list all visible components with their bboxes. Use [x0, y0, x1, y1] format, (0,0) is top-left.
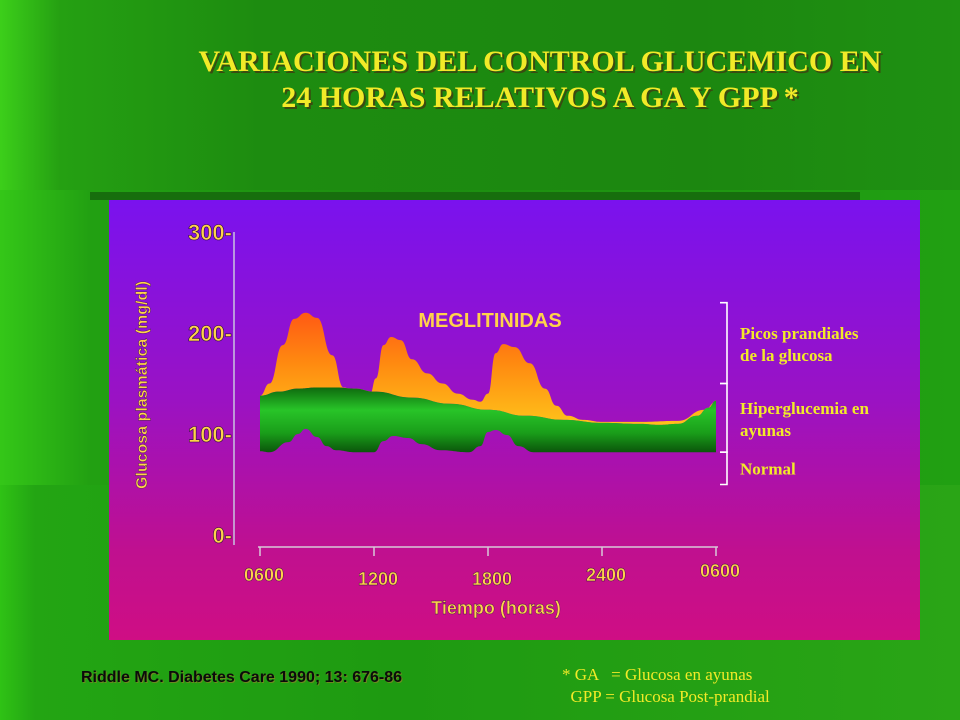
legend-label: Picos prandiales: [740, 324, 859, 343]
chart-axes: [233, 232, 718, 556]
legend-bracket: [720, 382, 728, 453]
y-tick-label: 100-: [188, 422, 232, 447]
panel-shadow: [90, 192, 860, 200]
y-tick-labels: 300- 200- 100- 0-: [188, 220, 233, 549]
legend-bracket: [720, 451, 728, 486]
y-axis-label: Glucosa plasmática (mg/dl): [134, 281, 151, 489]
x-tick-label: 1200: [358, 569, 398, 589]
x-tick-label: 1800: [472, 569, 512, 589]
legend-label-line2: de la glucosa: [740, 346, 833, 365]
fasting-band-area: [260, 387, 716, 453]
title-line-1: VARIACIONES DEL CONTROL GLUCEMICO EN: [198, 45, 882, 78]
legend-label: Normal: [740, 459, 796, 478]
y-tick-label: 0-: [212, 523, 232, 548]
fasting-band-shape: [260, 387, 716, 453]
postprandial-peaks-area: [260, 312, 716, 425]
slide-title: VARIACIONES DEL CONTROL GLUCEMICO EN 24 …: [150, 44, 930, 116]
citation: Riddle MC. Diabetes Care 1990; 13: 676-8…: [81, 669, 403, 686]
legend-bracket: [720, 301, 728, 385]
legend-label-line2: ayunas: [740, 421, 791, 440]
x-tick-label: 2400: [586, 565, 626, 585]
x-tick-label: 0600: [244, 565, 284, 585]
y-tick-label: 200-: [188, 321, 232, 346]
footnote-line-2: GPP = Glucosa Post-prandial: [562, 687, 770, 706]
x-axis-label: Tiempo (horas): [431, 598, 561, 618]
y-tick-label: 300-: [188, 220, 232, 245]
legend-brackets: Picos prandiales de la glucosa Hiperglucem…: [720, 301, 869, 486]
x-tick-labels: 0600 1200 1800 2400 0600: [244, 561, 740, 589]
footnote-line-1: * GA = Glucosa en ayunas: [562, 665, 753, 684]
meglitinidas-label: MEGLITINIDAS: [418, 310, 561, 332]
footnote: * GA = Glucosa en ayunas GPP = Glucosa P…: [562, 664, 770, 708]
title-line-2: 24 HORAS RELATIVOS A GA Y GPP *: [281, 81, 799, 114]
legend-label: Hiperglucemia en: [740, 399, 869, 418]
postprandial-peaks-shape: [260, 312, 716, 425]
x-tick-label: 0600: [700, 561, 740, 581]
